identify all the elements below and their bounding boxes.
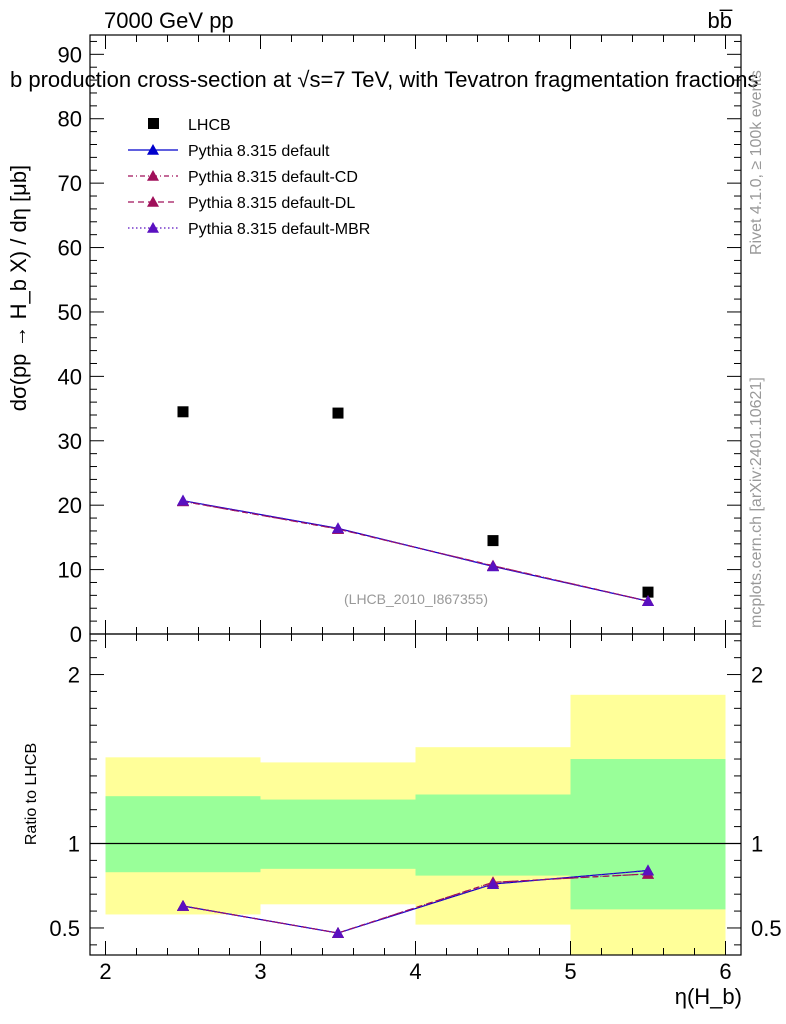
legend-marker (147, 196, 159, 207)
ratio-series-line (182, 869, 649, 934)
legend-label: Pythia 8.315 default (188, 143, 330, 160)
main-y-tick-label: 20 (58, 493, 82, 518)
ratio-y-tick-label-right: 1 (751, 831, 763, 856)
ratio-series-marker (642, 864, 654, 876)
ratio-x-tick-label: 5 (564, 959, 576, 984)
ratio-inner-band (570, 759, 726, 910)
legend-label: Pythia 8.315 default-MBR (188, 221, 370, 238)
ratio-x-tick-label: 3 (254, 959, 266, 984)
lhcb-data-point (332, 407, 344, 419)
legend: LHCB Pythia 8.315 default Pythia 8.315 def… (128, 117, 370, 238)
legend-marker (147, 170, 159, 181)
mcplots-label: mcplots.cern.ch [arXiv:2401.10621] (748, 377, 765, 628)
main-y-tick-label: 70 (58, 171, 82, 196)
header-energy-label: 7000 GeV pp (104, 8, 234, 33)
legend-marker (147, 222, 159, 233)
legend-label: LHCB (188, 117, 231, 134)
ratio-series-marker (332, 927, 344, 938)
pythia-series-marker (332, 522, 344, 534)
rivet-version-label: Rivet 4.1.0, ≥ 100k events (748, 70, 765, 255)
lhcb-data-point (642, 586, 654, 598)
main-y-tick-label: 80 (58, 107, 82, 132)
ratio-y-tick-label: 0.5 (49, 916, 80, 941)
ratio-series-line (182, 873, 649, 934)
analysis-id-watermark: (LHCB_2010_I867355) (344, 591, 488, 607)
ratio-plot-marks (177, 864, 654, 938)
legend-label: Pythia 8.315 default-CD (188, 169, 358, 186)
ratio-inner-band (105, 796, 261, 873)
pythia-series-line (182, 500, 649, 602)
ratio-inner-band (415, 794, 571, 876)
ratio-y-tick-label-right: 2 (751, 663, 763, 688)
main-y-tick-label: 0 (70, 622, 82, 647)
pythia-series-line (182, 500, 649, 602)
main-plot-marks (177, 406, 654, 606)
main-y-tick-label: 30 (58, 429, 82, 454)
ratio-inner-band (260, 799, 416, 869)
ratio-x-tick-label: 6 (719, 959, 731, 984)
ratio-y-axis-label: Ratio to LHCB (23, 743, 40, 845)
ratio-y-tick-label-right: 0.5 (751, 916, 782, 941)
ratio-axis-ticks: 0.5 0.5 1 1 2 2 2 3 4 5 6 (49, 634, 782, 984)
ratio-uncertainty-bands (105, 694, 726, 955)
main-y-tick-label: 60 (58, 236, 82, 261)
header-process-label: bb̅ (708, 8, 733, 33)
ratio-x-tick-label: 4 (409, 959, 421, 984)
plot-title: b production cross-section at √s=7 TeV, … (10, 67, 758, 92)
pythia-series-line (182, 500, 649, 602)
pythia-series-marker (177, 494, 189, 506)
ratio-series-marker (487, 878, 499, 889)
main-y-tick-label: 10 (58, 558, 82, 583)
main-y-tick-label: 90 (58, 42, 82, 67)
pythia-series-marker (642, 595, 654, 606)
main-y-tick-label: 50 (58, 300, 82, 325)
pythia-series-marker (487, 560, 499, 572)
main-axis-ticks: 0 10 20 30 40 50 60 70 80 90 (58, 35, 741, 647)
legend-marker (147, 144, 159, 155)
ratio-y-tick-label: 1 (68, 831, 80, 856)
legend-label: Pythia 8.315 default-DL (188, 195, 355, 212)
ratio-series-marker (177, 900, 189, 911)
lhcb-data-point (177, 406, 189, 418)
lhcb-data-point (487, 535, 499, 547)
ratio-y-tick-label: 2 (68, 663, 80, 688)
main-y-axis-label: dσ(pp → H_b X) / dη [μb] (6, 165, 31, 411)
legend-marker-lhcb (148, 118, 159, 129)
main-y-tick-label: 40 (58, 364, 82, 389)
ratio-x-axis-label: η(H_b) (675, 984, 742, 1009)
ratio-x-tick-label: 2 (99, 959, 111, 984)
